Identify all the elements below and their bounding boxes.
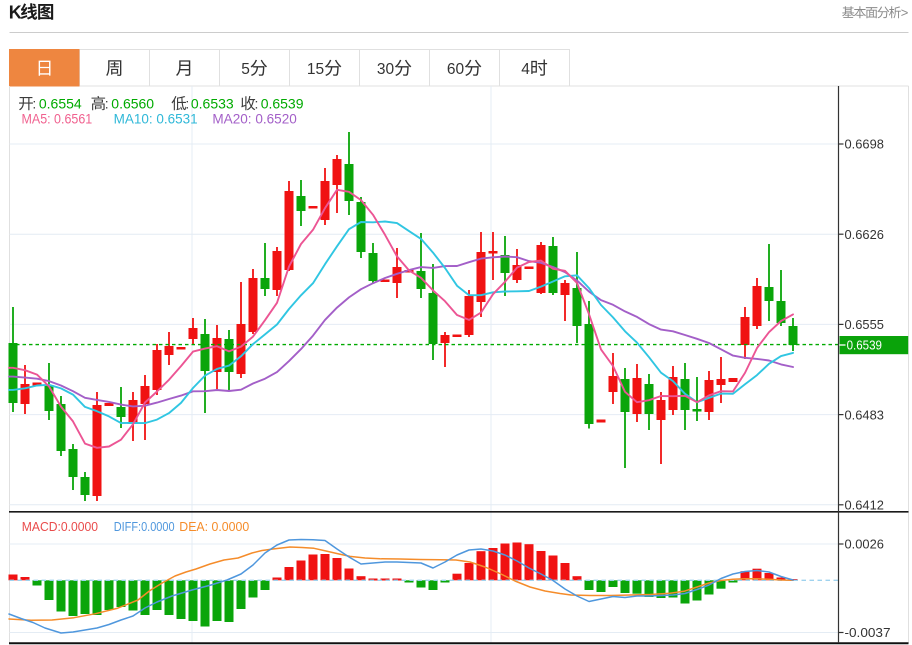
svg-text:0.6698: 0.6698	[845, 137, 884, 152]
svg-text:0.6554: 0.6554	[39, 96, 82, 112]
svg-text::: :	[185, 96, 189, 112]
svg-text:MACD:0.0000: MACD:0.0000	[22, 519, 98, 534]
svg-text:DEA: 0.0000: DEA: 0.0000	[179, 519, 249, 534]
svg-text:0.6626: 0.6626	[845, 227, 884, 242]
svg-text:0.6533: 0.6533	[191, 96, 234, 112]
svg-text::: :	[255, 96, 259, 112]
svg-text::: :	[32, 96, 36, 112]
svg-text:4: 4	[521, 61, 530, 78]
svg-text:0.0026: 0.0026	[845, 537, 884, 552]
svg-text:1: 1	[307, 61, 316, 78]
svg-text:0: 0	[456, 61, 465, 78]
svg-text:0.6555: 0.6555	[845, 317, 884, 332]
svg-text:K: K	[9, 2, 22, 22]
svg-text:MA10: 0.6531: MA10: 0.6531	[114, 112, 198, 127]
svg-text:0.6412: 0.6412	[845, 498, 884, 513]
svg-text:5: 5	[316, 61, 325, 78]
svg-text:0.6560: 0.6560	[111, 96, 154, 112]
svg-text:-0.0037: -0.0037	[845, 625, 891, 640]
svg-text:0.6483: 0.6483	[845, 407, 884, 422]
svg-text:>: >	[901, 5, 909, 20]
svg-text:MA5: 0.6561: MA5: 0.6561	[22, 112, 93, 127]
svg-text:DIFF:0.0000: DIFF:0.0000	[114, 519, 175, 534]
svg-text:6: 6	[447, 61, 456, 78]
svg-text:0.6539: 0.6539	[261, 96, 304, 112]
svg-text:0.6539: 0.6539	[847, 339, 882, 353]
svg-text:3: 3	[377, 61, 386, 78]
svg-text:5: 5	[241, 61, 250, 78]
svg-text:0: 0	[386, 61, 395, 78]
svg-text::: :	[105, 96, 109, 112]
svg-text:MA20: 0.6520: MA20: 0.6520	[212, 112, 296, 127]
